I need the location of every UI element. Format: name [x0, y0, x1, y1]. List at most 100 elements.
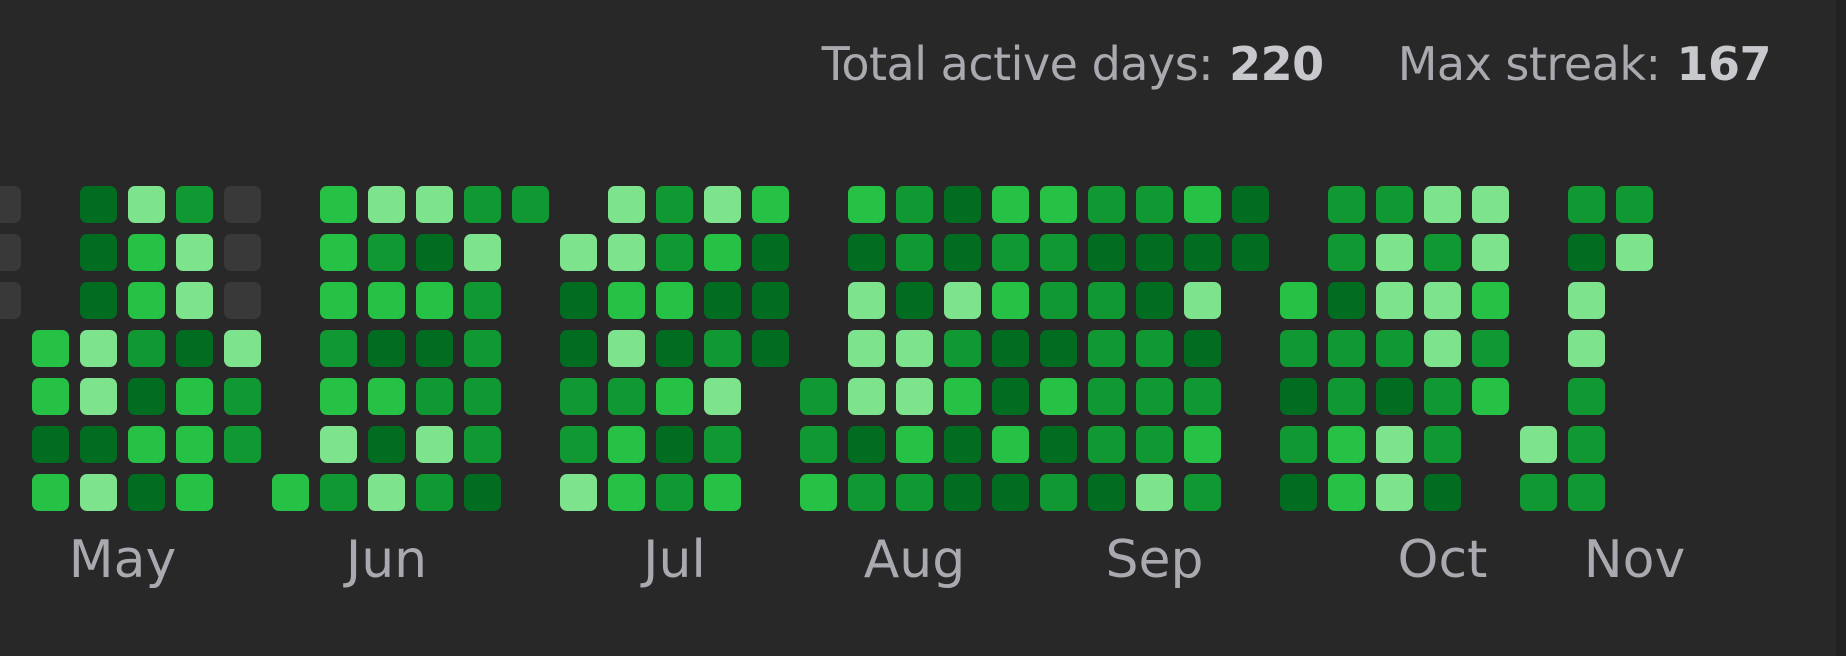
day-cell[interactable] [176, 234, 213, 271]
day-cell[interactable] [32, 378, 69, 415]
day-cell[interactable] [656, 186, 693, 223]
day-cell[interactable] [176, 378, 213, 415]
day-cell[interactable] [1616, 186, 1653, 223]
day-cell[interactable] [368, 378, 405, 415]
day-cell[interactable] [656, 330, 693, 367]
day-cell[interactable] [1088, 330, 1125, 367]
day-cell[interactable] [560, 378, 597, 415]
day-cell[interactable] [1232, 186, 1269, 223]
day-cell[interactable] [128, 426, 165, 463]
day-cell[interactable] [1040, 282, 1077, 319]
day-cell[interactable] [1136, 186, 1173, 223]
day-cell[interactable] [560, 234, 597, 271]
day-cell[interactable] [608, 378, 645, 415]
day-cell[interactable] [368, 186, 405, 223]
day-cell[interactable] [1328, 426, 1365, 463]
day-cell[interactable] [176, 282, 213, 319]
day-cell[interactable] [656, 282, 693, 319]
day-cell[interactable] [1568, 330, 1605, 367]
day-cell[interactable] [848, 282, 885, 319]
day-cell[interactable] [320, 474, 357, 511]
day-cell[interactable] [1088, 234, 1125, 271]
day-cell[interactable] [416, 186, 453, 223]
day-cell[interactable] [704, 426, 741, 463]
day-cell[interactable] [656, 426, 693, 463]
day-cell[interactable] [560, 330, 597, 367]
day-cell[interactable] [1568, 474, 1605, 511]
day-cell[interactable] [416, 282, 453, 319]
day-cell[interactable] [1280, 282, 1317, 319]
day-cell[interactable] [848, 426, 885, 463]
day-cell[interactable] [416, 330, 453, 367]
day-cell[interactable] [224, 330, 261, 367]
day-cell[interactable] [1376, 234, 1413, 271]
day-cell[interactable] [944, 186, 981, 223]
day-cell[interactable] [368, 234, 405, 271]
day-cell[interactable] [416, 474, 453, 511]
day-cell[interactable] [1088, 378, 1125, 415]
day-cell[interactable] [1568, 234, 1605, 271]
day-cell[interactable] [944, 330, 981, 367]
day-cell[interactable] [464, 474, 501, 511]
day-cell[interactable] [1376, 378, 1413, 415]
day-cell[interactable] [1280, 330, 1317, 367]
day-cell[interactable] [80, 426, 117, 463]
day-cell[interactable] [1136, 378, 1173, 415]
day-cell[interactable] [992, 426, 1029, 463]
day-cell[interactable] [368, 426, 405, 463]
day-cell[interactable] [944, 474, 981, 511]
day-cell[interactable] [80, 282, 117, 319]
day-cell[interactable] [848, 474, 885, 511]
day-cell[interactable] [752, 234, 789, 271]
day-cell[interactable] [704, 474, 741, 511]
day-cell[interactable] [416, 378, 453, 415]
day-cell[interactable] [1184, 282, 1221, 319]
day-cell[interactable] [992, 330, 1029, 367]
day-cell[interactable] [464, 186, 501, 223]
day-cell[interactable] [1136, 330, 1173, 367]
day-cell[interactable] [896, 474, 933, 511]
day-cell[interactable] [1472, 234, 1509, 271]
day-cell[interactable] [848, 330, 885, 367]
day-cell[interactable] [848, 378, 885, 415]
day-cell[interactable] [656, 378, 693, 415]
day-cell[interactable] [752, 282, 789, 319]
day-cell[interactable] [320, 426, 357, 463]
day-cell[interactable] [704, 378, 741, 415]
day-cell[interactable] [1088, 282, 1125, 319]
day-cell[interactable] [848, 186, 885, 223]
day-cell[interactable] [560, 474, 597, 511]
day-cell[interactable] [176, 426, 213, 463]
day-cell[interactable] [0, 282, 21, 319]
day-cell[interactable] [992, 186, 1029, 223]
day-cell[interactable] [1376, 426, 1413, 463]
day-cell[interactable] [320, 330, 357, 367]
day-cell[interactable] [464, 330, 501, 367]
day-cell[interactable] [32, 474, 69, 511]
day-cell[interactable] [1472, 282, 1509, 319]
day-cell[interactable] [896, 234, 933, 271]
day-cell[interactable] [1184, 426, 1221, 463]
day-cell[interactable] [992, 234, 1029, 271]
day-cell[interactable] [1136, 426, 1173, 463]
day-cell[interactable] [1280, 378, 1317, 415]
day-cell[interactable] [1136, 282, 1173, 319]
day-cell[interactable] [1088, 426, 1125, 463]
day-cell[interactable] [464, 378, 501, 415]
day-cell[interactable] [80, 330, 117, 367]
day-cell[interactable] [128, 186, 165, 223]
day-cell[interactable] [272, 474, 309, 511]
day-cell[interactable] [1040, 378, 1077, 415]
day-cell[interactable] [1328, 378, 1365, 415]
day-cell[interactable] [416, 426, 453, 463]
day-cell[interactable] [512, 186, 549, 223]
day-cell[interactable] [80, 378, 117, 415]
day-cell[interactable] [320, 186, 357, 223]
day-cell[interactable] [1280, 426, 1317, 463]
day-cell[interactable] [992, 282, 1029, 319]
day-cell[interactable] [608, 330, 645, 367]
day-cell[interactable] [896, 426, 933, 463]
day-cell[interactable] [80, 474, 117, 511]
day-cell[interactable] [1328, 474, 1365, 511]
day-cell[interactable] [224, 378, 261, 415]
